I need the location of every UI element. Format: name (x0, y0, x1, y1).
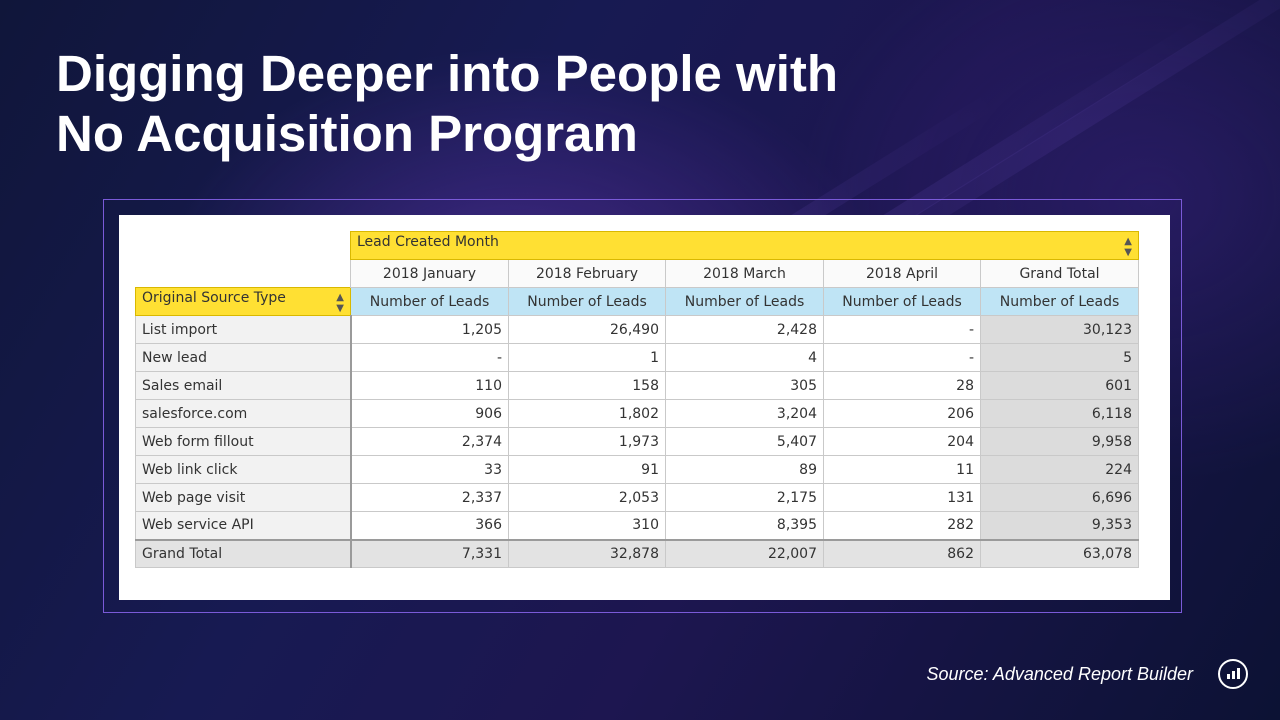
cell-value: 33 (350, 455, 509, 484)
column-header: 2018 February (508, 259, 666, 288)
cell-value: 2,053 (508, 483, 666, 512)
cell-value: 8,395 (665, 511, 824, 540)
column-group-header-row: Lead Created Month ▲ ▼ (135, 231, 1139, 260)
cell-value: 158 (508, 371, 666, 400)
sort-arrows-icon[interactable]: ▲ ▼ (336, 291, 344, 314)
column-header: Grand Total (980, 259, 1139, 288)
column-header: 2018 March (665, 259, 824, 288)
row-label: Sales email (135, 371, 352, 400)
cell-value: 3,204 (665, 399, 824, 428)
cell-value: 4 (665, 343, 824, 372)
source-caption: Source: Advanced Report Builder (926, 664, 1193, 684)
slide-title-line-1: Digging Deeper into People with (56, 45, 839, 102)
row-grand-total: 224 (980, 455, 1139, 484)
cell-value: - (350, 343, 509, 372)
row-header-label: Original Source Type (142, 289, 286, 306)
row-grand-total: 6,118 (980, 399, 1139, 428)
sort-arrows-icon[interactable]: ▲ ▼ (1124, 235, 1132, 258)
cell-value: 206 (823, 399, 981, 428)
cell-value: 89 (665, 455, 824, 484)
measure-header: Number of Leads (980, 287, 1139, 316)
total-value: 22,007 (665, 538, 824, 568)
cell-value: 310 (508, 511, 666, 540)
row-grand-total: 5 (980, 343, 1139, 372)
grand-total-row: Grand Total 7,331 32,878 22,007 862 63,0… (135, 538, 1139, 568)
cell-value: 91 (508, 455, 666, 484)
row-grand-total: 30,123 (980, 315, 1139, 344)
cell-value: 28 (823, 371, 981, 400)
blank-cell (135, 259, 351, 288)
cell-value: 906 (350, 399, 509, 428)
column-header: 2018 April (823, 259, 981, 288)
marketo-logo-icon (1218, 659, 1248, 689)
cell-value: 131 (823, 483, 981, 512)
measure-header: Number of Leads (350, 287, 509, 316)
table-row: List import 1,205 26,490 2,428 - 30,123 (135, 315, 1139, 344)
measure-header: Number of Leads (508, 287, 666, 316)
cell-value: 2,337 (350, 483, 509, 512)
row-header[interactable]: Original Source Type ▲ ▼ (135, 287, 351, 316)
column-group-header-label: Lead Created Month (357, 233, 499, 250)
month-header-row: 2018 January 2018 February 2018 March 20… (135, 259, 1139, 288)
row-grand-total: 9,958 (980, 427, 1139, 456)
row-grand-total: 601 (980, 371, 1139, 400)
cell-value: 305 (665, 371, 824, 400)
row-label: New lead (135, 343, 352, 372)
column-group-header[interactable]: Lead Created Month ▲ ▼ (350, 231, 1139, 260)
cell-value: 282 (823, 511, 981, 540)
column-header: 2018 January (350, 259, 509, 288)
cell-value: 1,973 (508, 427, 666, 456)
cell-value: 5,407 (665, 427, 824, 456)
table-row: Web link click 33 91 89 11 224 (135, 455, 1139, 484)
cell-value: 1,802 (508, 399, 666, 428)
row-label: Web page visit (135, 483, 352, 512)
table-row: Web page visit 2,337 2,053 2,175 131 6,6… (135, 483, 1139, 512)
pivot-table: Lead Created Month ▲ ▼ 2018 January 2018 … (135, 231, 1139, 568)
cell-value: - (823, 315, 981, 344)
cell-value: 366 (350, 511, 509, 540)
cell-value: 2,374 (350, 427, 509, 456)
blank-cell (135, 231, 351, 260)
row-label: Web form fillout (135, 427, 352, 456)
report-panel: Lead Created Month ▲ ▼ 2018 January 2018 … (119, 215, 1170, 600)
measure-header: Number of Leads (665, 287, 824, 316)
cell-value: 204 (823, 427, 981, 456)
overall-grand-total: 63,078 (980, 538, 1139, 568)
row-label: Web service API (135, 511, 352, 540)
table-row: New lead - 1 4 - 5 (135, 343, 1139, 372)
measure-header-row: Original Source Type ▲ ▼ Number of Leads … (135, 287, 1139, 316)
total-value: 7,331 (350, 538, 509, 568)
table-row: Web service API 366 310 8,395 282 9,353 (135, 511, 1139, 540)
cell-value: 2,428 (665, 315, 824, 344)
table-row: Sales email 110 158 305 28 601 (135, 371, 1139, 400)
measure-header: Number of Leads (823, 287, 981, 316)
cell-value: 1,205 (350, 315, 509, 344)
total-value: 862 (823, 538, 981, 568)
row-label: salesforce.com (135, 399, 352, 428)
total-value: 32,878 (508, 538, 666, 568)
table-row: Web form fillout 2,374 1,973 5,407 204 9… (135, 427, 1139, 456)
row-label: Web link click (135, 455, 352, 484)
row-label: List import (135, 315, 352, 344)
row-grand-total: 6,696 (980, 483, 1139, 512)
cell-value: 11 (823, 455, 981, 484)
cell-value: 1 (508, 343, 666, 372)
cell-value: 110 (350, 371, 509, 400)
slide-title-line-2: No Acquisition Program (56, 105, 638, 162)
grand-total-label: Grand Total (135, 538, 352, 568)
cell-value: 2,175 (665, 483, 824, 512)
cell-value: - (823, 343, 981, 372)
row-grand-total: 9,353 (980, 511, 1139, 540)
cell-value: 26,490 (508, 315, 666, 344)
slide-title: Digging Deeper into People with No Acqui… (56, 44, 838, 164)
table-row: salesforce.com 906 1,802 3,204 206 6,118 (135, 399, 1139, 428)
table-frame (103, 199, 1182, 613)
